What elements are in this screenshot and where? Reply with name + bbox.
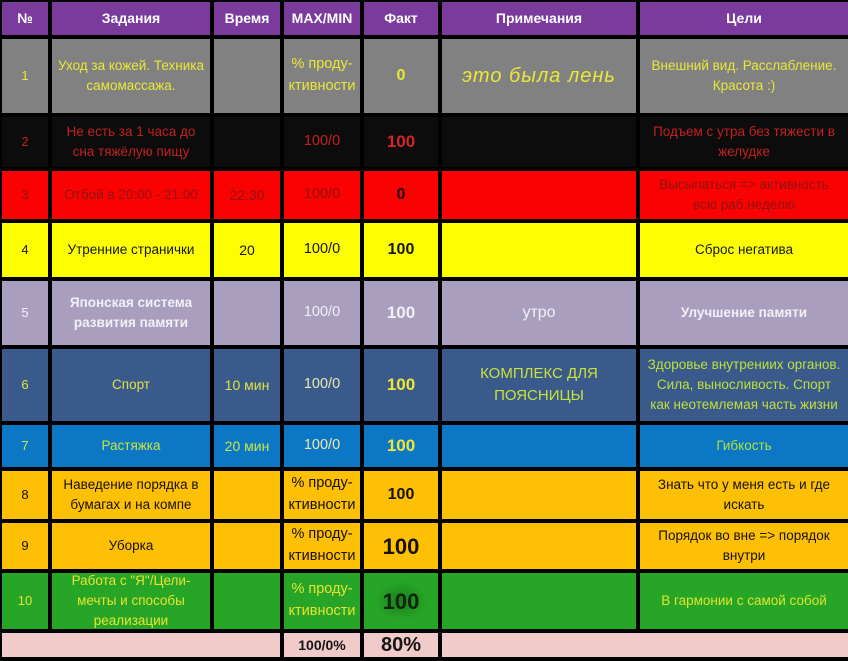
row-9-goals: Порядок во вне => порядок внутри xyxy=(640,523,848,569)
totals-empty-right xyxy=(442,633,848,657)
row-2-goals: Подъем с утра без тяжести в желудке xyxy=(640,117,848,167)
totals-empty-left xyxy=(2,633,280,657)
row-10-fact: 100 xyxy=(364,573,438,629)
row-8-time xyxy=(214,471,280,519)
row-2-notes xyxy=(442,117,636,167)
row-4-maxmin: 100/0 xyxy=(284,223,360,277)
column-header-notes: Примечания xyxy=(442,2,636,35)
row-8-goals: Знать что у меня есть и где искать xyxy=(640,471,848,519)
row-2-fact: 100 xyxy=(364,117,438,167)
row-2-number: 2 xyxy=(2,117,48,167)
row-6-notes: КОМПЛЕКС ДЛЯ ПОЯСНИЦЫ xyxy=(442,349,636,421)
row-7-maxmin: 100/0 xyxy=(284,425,360,467)
row-4-notes xyxy=(442,223,636,277)
row-10-number: 10 xyxy=(2,573,48,629)
row-10-goals: В гармонии с самой собой xyxy=(640,573,848,629)
row-5-notes: утро xyxy=(442,281,636,345)
row-7-task: Растяжка xyxy=(52,425,210,467)
row-7-fact: 100 xyxy=(364,425,438,467)
column-header-fact: Факт xyxy=(364,2,438,35)
row-9-notes xyxy=(442,523,636,569)
row-6-number: 6 xyxy=(2,349,48,421)
row-1-goals: Внешний вид. Расслабление. Красота :) xyxy=(640,39,848,113)
row-6-maxmin: 100/0 xyxy=(284,349,360,421)
row-1-task: Уход за кожей. Техника самомассажа. xyxy=(52,39,210,113)
row-10-time xyxy=(214,573,280,629)
row-3-fact: 0 xyxy=(364,171,438,219)
row-3-maxmin: 100/0 xyxy=(284,171,360,219)
row-9-number: 9 xyxy=(2,523,48,569)
row-4-time: 20 xyxy=(214,223,280,277)
row-10-task: Работа с "Я"/Цели-мечты и способы реализ… xyxy=(52,573,210,629)
row-4-number: 4 xyxy=(2,223,48,277)
row-1-fact: 0 xyxy=(364,39,438,113)
column-header-goals: Цели xyxy=(640,2,848,35)
row-6-task: Спорт xyxy=(52,349,210,421)
row-5-fact: 100 xyxy=(364,281,438,345)
column-header-time: Время xyxy=(214,2,280,35)
row-2-task: Не есть за 1 часа до сна тяжёлую пищу xyxy=(52,117,210,167)
row-3-notes xyxy=(442,171,636,219)
row-5-number: 5 xyxy=(2,281,48,345)
row-4-goals: Сброс негатива xyxy=(640,223,848,277)
row-8-fact: 100 xyxy=(364,471,438,519)
row-5-task: Японская система развития памяти xyxy=(52,281,210,345)
row-9-task: Уборка xyxy=(52,523,210,569)
row-10-notes xyxy=(442,573,636,629)
row-5-time xyxy=(214,281,280,345)
row-9-time xyxy=(214,523,280,569)
row-1-time xyxy=(214,39,280,113)
row-5-goals: Улучшение памяти xyxy=(640,281,848,345)
row-3-task: Отбой в 20:00 - 21:00 xyxy=(52,171,210,219)
row-8-number: 8 xyxy=(2,471,48,519)
row-6-goals: Здоровье внутрениих органов. Сила, вынос… xyxy=(640,349,848,421)
row-3-number: 3 xyxy=(2,171,48,219)
row-3-time: 22:30 xyxy=(214,171,280,219)
row-4-task: Утренние странички xyxy=(52,223,210,277)
row-4-fact: 100 xyxy=(364,223,438,277)
row-7-time: 20 мин xyxy=(214,425,280,467)
row-1-maxmin: % проду- ктивности xyxy=(284,39,360,113)
row-7-goals: Гибкость xyxy=(640,425,848,467)
row-7-number: 7 xyxy=(2,425,48,467)
column-header-number: № xyxy=(2,2,48,35)
row-2-time xyxy=(214,117,280,167)
totals-maxmin: 100/0% xyxy=(284,633,360,657)
row-8-task: Наведение порядка в бумагах и на компе xyxy=(52,471,210,519)
row-7-notes xyxy=(442,425,636,467)
totals-fact-percent: 80% xyxy=(364,633,438,657)
column-header-tasks: Задания xyxy=(52,2,210,35)
row-5-maxmin: 100/0 xyxy=(284,281,360,345)
row-3-goals: Высыпаться => активность всю раб.неделю xyxy=(640,171,848,219)
row-2-maxmin: 100/0 xyxy=(284,117,360,167)
row-1-number: 1 xyxy=(2,39,48,113)
row-9-maxmin: % проду- ктивности xyxy=(284,523,360,569)
column-header-maxmin: MAX/MIN xyxy=(284,2,360,35)
row-10-maxmin: % проду- ктивности xyxy=(284,573,360,629)
row-6-fact: 100 xyxy=(364,349,438,421)
row-1-notes: это была лень xyxy=(442,39,636,113)
row-9-fact: 100 xyxy=(364,523,438,569)
row-6-time: 10 мин xyxy=(214,349,280,421)
row-8-notes xyxy=(442,471,636,519)
row-8-maxmin: % проду- ктивности xyxy=(284,471,360,519)
